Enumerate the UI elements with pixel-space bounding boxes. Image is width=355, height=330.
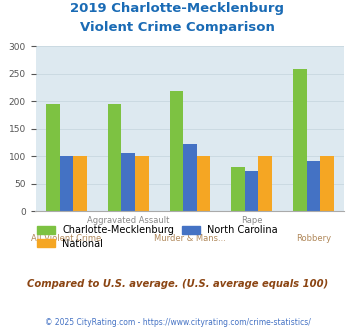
Text: Murder & Mans...: Murder & Mans... [154,234,226,243]
Bar [183,144,197,211]
Text: 2019 Charlotte-Mecklenburg: 2019 Charlotte-Mecklenburg [71,2,284,15]
Bar [231,167,245,211]
Bar [108,104,121,211]
Bar [245,171,258,211]
Text: © 2025 CityRating.com - https://www.cityrating.com/crime-statistics/: © 2025 CityRating.com - https://www.city… [45,318,310,327]
Text: All Violent Crime: All Violent Crime [31,234,102,243]
Bar [197,156,210,211]
Bar [293,69,307,211]
Text: Rape: Rape [241,216,262,225]
Text: Robbery: Robbery [296,234,331,243]
Bar [307,161,320,211]
Text: Compared to U.S. average. (U.S. average equals 100): Compared to U.S. average. (U.S. average … [27,279,328,289]
Text: Violent Crime Comparison: Violent Crime Comparison [80,21,275,34]
Legend: Charlotte-Mecklenburg, National, North Carolina: Charlotte-Mecklenburg, National, North C… [33,221,282,253]
Bar [320,156,334,211]
Bar [73,156,87,211]
Bar [135,156,148,211]
Bar [121,153,135,211]
Bar [60,156,73,211]
Text: Aggravated Assault: Aggravated Assault [87,216,169,225]
Bar [258,156,272,211]
Bar [170,91,183,211]
Bar [46,104,60,211]
